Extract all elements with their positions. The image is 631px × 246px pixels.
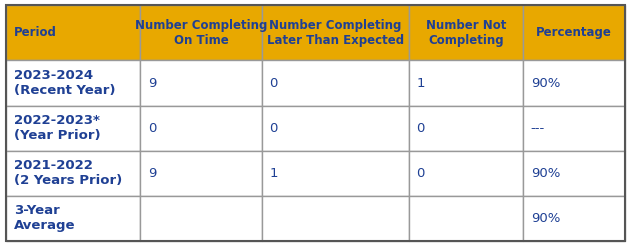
Text: 0: 0 [148,122,156,135]
Bar [6,61,141,106]
Text: 2021-2022
(2 Years Prior): 2021-2022 (2 Years Prior) [14,159,122,187]
Text: 0: 0 [416,122,425,135]
Bar [523,61,625,106]
Bar [141,106,261,151]
Bar [523,106,625,151]
Bar [409,196,523,241]
Bar [523,196,625,241]
Text: 0: 0 [269,77,278,90]
Text: 0: 0 [269,122,278,135]
Text: 1: 1 [269,167,278,180]
Bar [6,196,141,241]
Bar [141,5,261,61]
Text: 9: 9 [148,77,156,90]
Bar [6,5,141,61]
Bar [6,106,141,151]
Bar [409,61,523,106]
Text: ---: --- [531,122,545,135]
Bar [141,151,261,196]
Text: Number Not
Completing: Number Not Completing [426,19,506,47]
Bar [261,5,409,61]
Bar [141,196,261,241]
Text: Percentage: Percentage [536,26,612,39]
Text: 3-Year
Average: 3-Year Average [14,204,75,232]
Bar [6,151,141,196]
Bar [141,61,261,106]
Text: 2023-2024
(Recent Year): 2023-2024 (Recent Year) [14,69,115,97]
Text: 90%: 90% [531,77,560,90]
Bar [261,151,409,196]
Text: 90%: 90% [531,167,560,180]
Bar [409,106,523,151]
Text: 9: 9 [148,167,156,180]
Text: 2022-2023*
(Year Prior): 2022-2023* (Year Prior) [14,114,100,142]
Bar [409,5,523,61]
Bar [409,151,523,196]
Bar [523,151,625,196]
Text: Number Completing
On Time: Number Completing On Time [135,19,267,47]
Text: 0: 0 [416,167,425,180]
Text: 90%: 90% [531,212,560,225]
Bar [261,61,409,106]
Text: Period: Period [14,26,57,39]
Bar [523,5,625,61]
Text: Number Completing
Later Than Expected: Number Completing Later Than Expected [266,19,404,47]
Text: 1: 1 [416,77,425,90]
Bar [261,106,409,151]
Bar [261,196,409,241]
